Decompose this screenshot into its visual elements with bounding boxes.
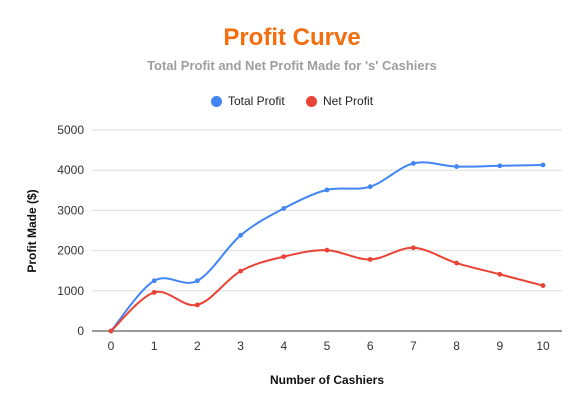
x-tick-label: 2 [194,339,201,353]
y-axis-ticks: 0 1000 2000 3000 4000 5000 [57,123,84,338]
x-tick-label: 10 [536,339,550,353]
y-tick-label: 5000 [57,123,84,137]
data-point-total-profit [195,278,200,284]
y-tick-label: 1000 [57,284,84,298]
legend-marker-net-profit [306,95,318,107]
chart-subtitle: Total Profit and Net Profit Made for 's'… [147,58,437,73]
x-tick-label: 7 [410,339,417,353]
data-point-net-profit [281,254,287,260]
series-line-net-profit [110,246,544,332]
x-axis-title: Number of Cashiers [270,373,384,387]
data-point-net-profit [497,271,503,277]
data-point-net-profit [367,257,373,262]
legend-marker-total-profit [210,95,222,107]
data-point-net-profit [540,283,546,288]
data-point-net-profit [454,260,459,266]
legend-item-total-profit[interactable]: Total Profit [210,94,285,108]
data-point-total-profit [367,184,373,190]
data-point-total-profit [540,162,546,168]
y-axis-title: Profit Made ($) [25,189,39,272]
legend-item-net-profit[interactable]: Net Profit [306,94,373,108]
data-point-net-profit [108,328,114,334]
x-tick-label: 0 [108,339,115,353]
series-points [108,160,546,334]
data-point-net-profit [151,290,157,295]
data-point-net-profit [238,268,244,274]
legend-label-total-profit: Total Profit [227,94,285,108]
data-point-total-profit [281,205,287,211]
legend-label-net-profit: Net Profit [323,94,374,108]
data-point-total-profit [411,160,416,166]
x-tick-label: 5 [324,339,331,353]
data-point-net-profit [324,247,330,253]
x-tick-label: 1 [151,339,158,353]
chart-title: Profit Curve [223,24,361,51]
y-tick-label: 2000 [57,244,84,258]
data-point-total-profit [497,163,503,169]
chart-legend: Total Profit Net Profit [0,94,584,110]
y-tick-label: 0 [77,324,84,338]
y-tick-label: 4000 [57,163,84,177]
data-point-total-profit [454,164,459,169]
x-tick-label: 4 [280,339,287,353]
y-tick-label: 3000 [57,203,84,217]
data-point-total-profit [151,278,157,284]
x-tick-label: 6 [367,339,374,353]
gridlines [92,129,562,332]
x-axis-ticks: 0 1 2 3 4 5 6 7 8 9 10 [108,339,550,353]
x-tick-label: 8 [453,339,460,353]
data-point-net-profit [411,245,416,251]
data-point-total-profit [238,232,244,238]
data-point-net-profit [195,302,200,308]
x-tick-label: 9 [496,339,503,353]
data-point-total-profit [324,187,330,193]
x-tick-label: 3 [237,339,244,353]
